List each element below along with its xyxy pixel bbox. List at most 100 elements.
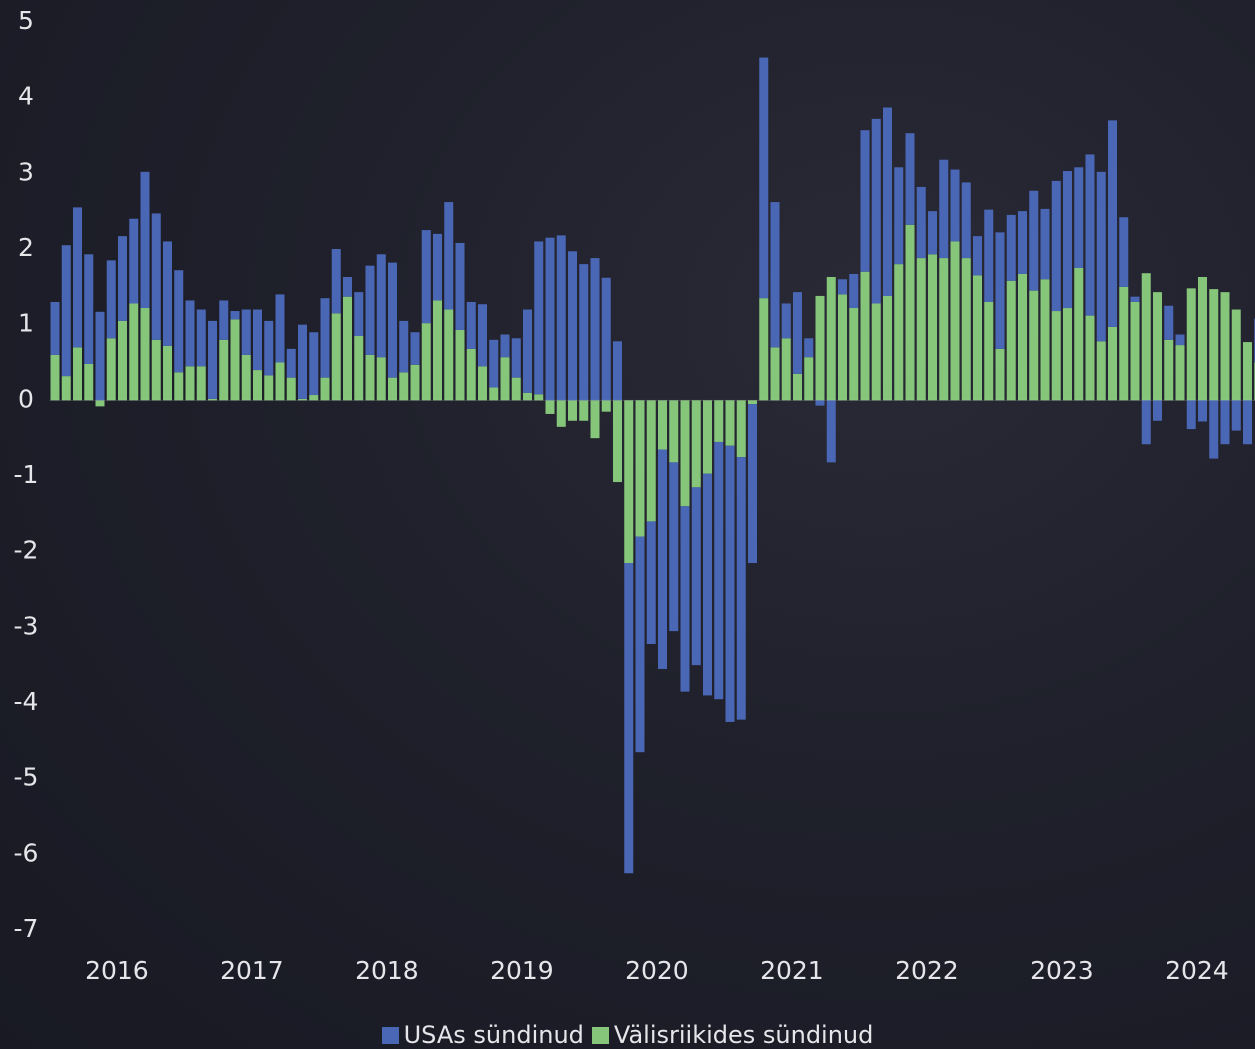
bar: [894, 167, 904, 265]
bar: [1074, 267, 1084, 401]
bar: [860, 130, 870, 272]
bar: [309, 395, 319, 401]
bar: [286, 348, 296, 378]
bar: [590, 400, 600, 439]
bar: [511, 338, 521, 378]
bar: [770, 202, 780, 348]
bar: [241, 309, 251, 355]
bar: [331, 249, 341, 314]
y-tick-label: -7: [14, 914, 39, 943]
bar: [286, 377, 296, 401]
x-tick-label: 2016: [85, 956, 149, 985]
bar: [331, 313, 341, 401]
bar: [444, 309, 454, 401]
bar: [1108, 326, 1117, 401]
bar: [298, 398, 307, 401]
bar: [275, 294, 285, 363]
bar: [770, 347, 780, 401]
bar: [320, 377, 330, 401]
bar: [1108, 120, 1117, 327]
bar: [298, 324, 307, 399]
bar: [343, 276, 352, 297]
bar: [489, 339, 499, 388]
y-tick-label: -3: [14, 611, 39, 640]
bar: [421, 230, 431, 324]
bar: [1153, 292, 1162, 401]
x-tick-label: 2020: [625, 956, 689, 985]
bar: [174, 372, 184, 401]
bar: [736, 400, 746, 458]
bar: [995, 232, 1005, 349]
bar: [973, 275, 982, 401]
bar: [253, 309, 262, 371]
bar: [804, 338, 814, 358]
bar: [399, 320, 409, 373]
bar: [219, 339, 229, 401]
bar: [1130, 296, 1140, 302]
bar: [343, 296, 352, 401]
bar: [410, 364, 420, 401]
bar: [939, 159, 949, 259]
bar: [230, 311, 240, 320]
bar: [95, 400, 105, 407]
bar: [196, 366, 206, 401]
bar: [354, 292, 364, 337]
bar: [871, 303, 881, 401]
bar: [1209, 400, 1219, 459]
bar: [73, 207, 82, 348]
bar: [849, 308, 859, 401]
bar: [1198, 400, 1207, 422]
x-tick-label: 2024: [1165, 956, 1229, 985]
bar: [478, 304, 487, 367]
bar: [1198, 276, 1207, 401]
bar: [1018, 211, 1027, 274]
bar: [973, 236, 982, 276]
bar: [950, 241, 960, 401]
bar: [725, 400, 735, 446]
bar: [1220, 400, 1230, 445]
bar: [1164, 339, 1174, 401]
bar: [208, 398, 217, 401]
bar: [781, 303, 791, 339]
bar: [1096, 171, 1106, 342]
bar: [61, 245, 71, 377]
bar: [793, 292, 802, 374]
bar: [950, 169, 960, 242]
y-tick-label: 2: [18, 233, 34, 262]
bar: [545, 237, 555, 401]
bar: [601, 277, 611, 401]
bar: [658, 400, 667, 450]
bar: [826, 400, 836, 463]
bar: [646, 400, 656, 522]
bar: [534, 394, 544, 401]
bar: [1186, 288, 1196, 401]
bar: [1119, 286, 1129, 401]
bar: [1220, 292, 1230, 401]
bar: [421, 323, 431, 401]
bar: [118, 320, 127, 401]
bar: [1074, 167, 1084, 268]
bar: [365, 265, 375, 355]
bar: [388, 262, 397, 378]
bar: [691, 487, 701, 666]
bar: [219, 300, 229, 340]
bar: [635, 536, 645, 753]
bar: [748, 400, 757, 405]
bar: [1085, 154, 1095, 316]
bar: [320, 298, 330, 378]
bar: [759, 57, 769, 299]
bar: [410, 332, 420, 365]
bar: [1006, 280, 1016, 401]
bar: [1063, 308, 1072, 401]
bar: [163, 345, 172, 401]
y-tick-label: -1: [14, 460, 39, 489]
bar: [815, 295, 825, 401]
y-tick-label: -5: [14, 763, 39, 792]
bar: [185, 366, 195, 401]
bar: [883, 107, 892, 296]
bar: [658, 449, 667, 669]
bar: [894, 264, 904, 401]
x-tick-label: 2019: [490, 956, 554, 985]
bar: [466, 348, 476, 401]
